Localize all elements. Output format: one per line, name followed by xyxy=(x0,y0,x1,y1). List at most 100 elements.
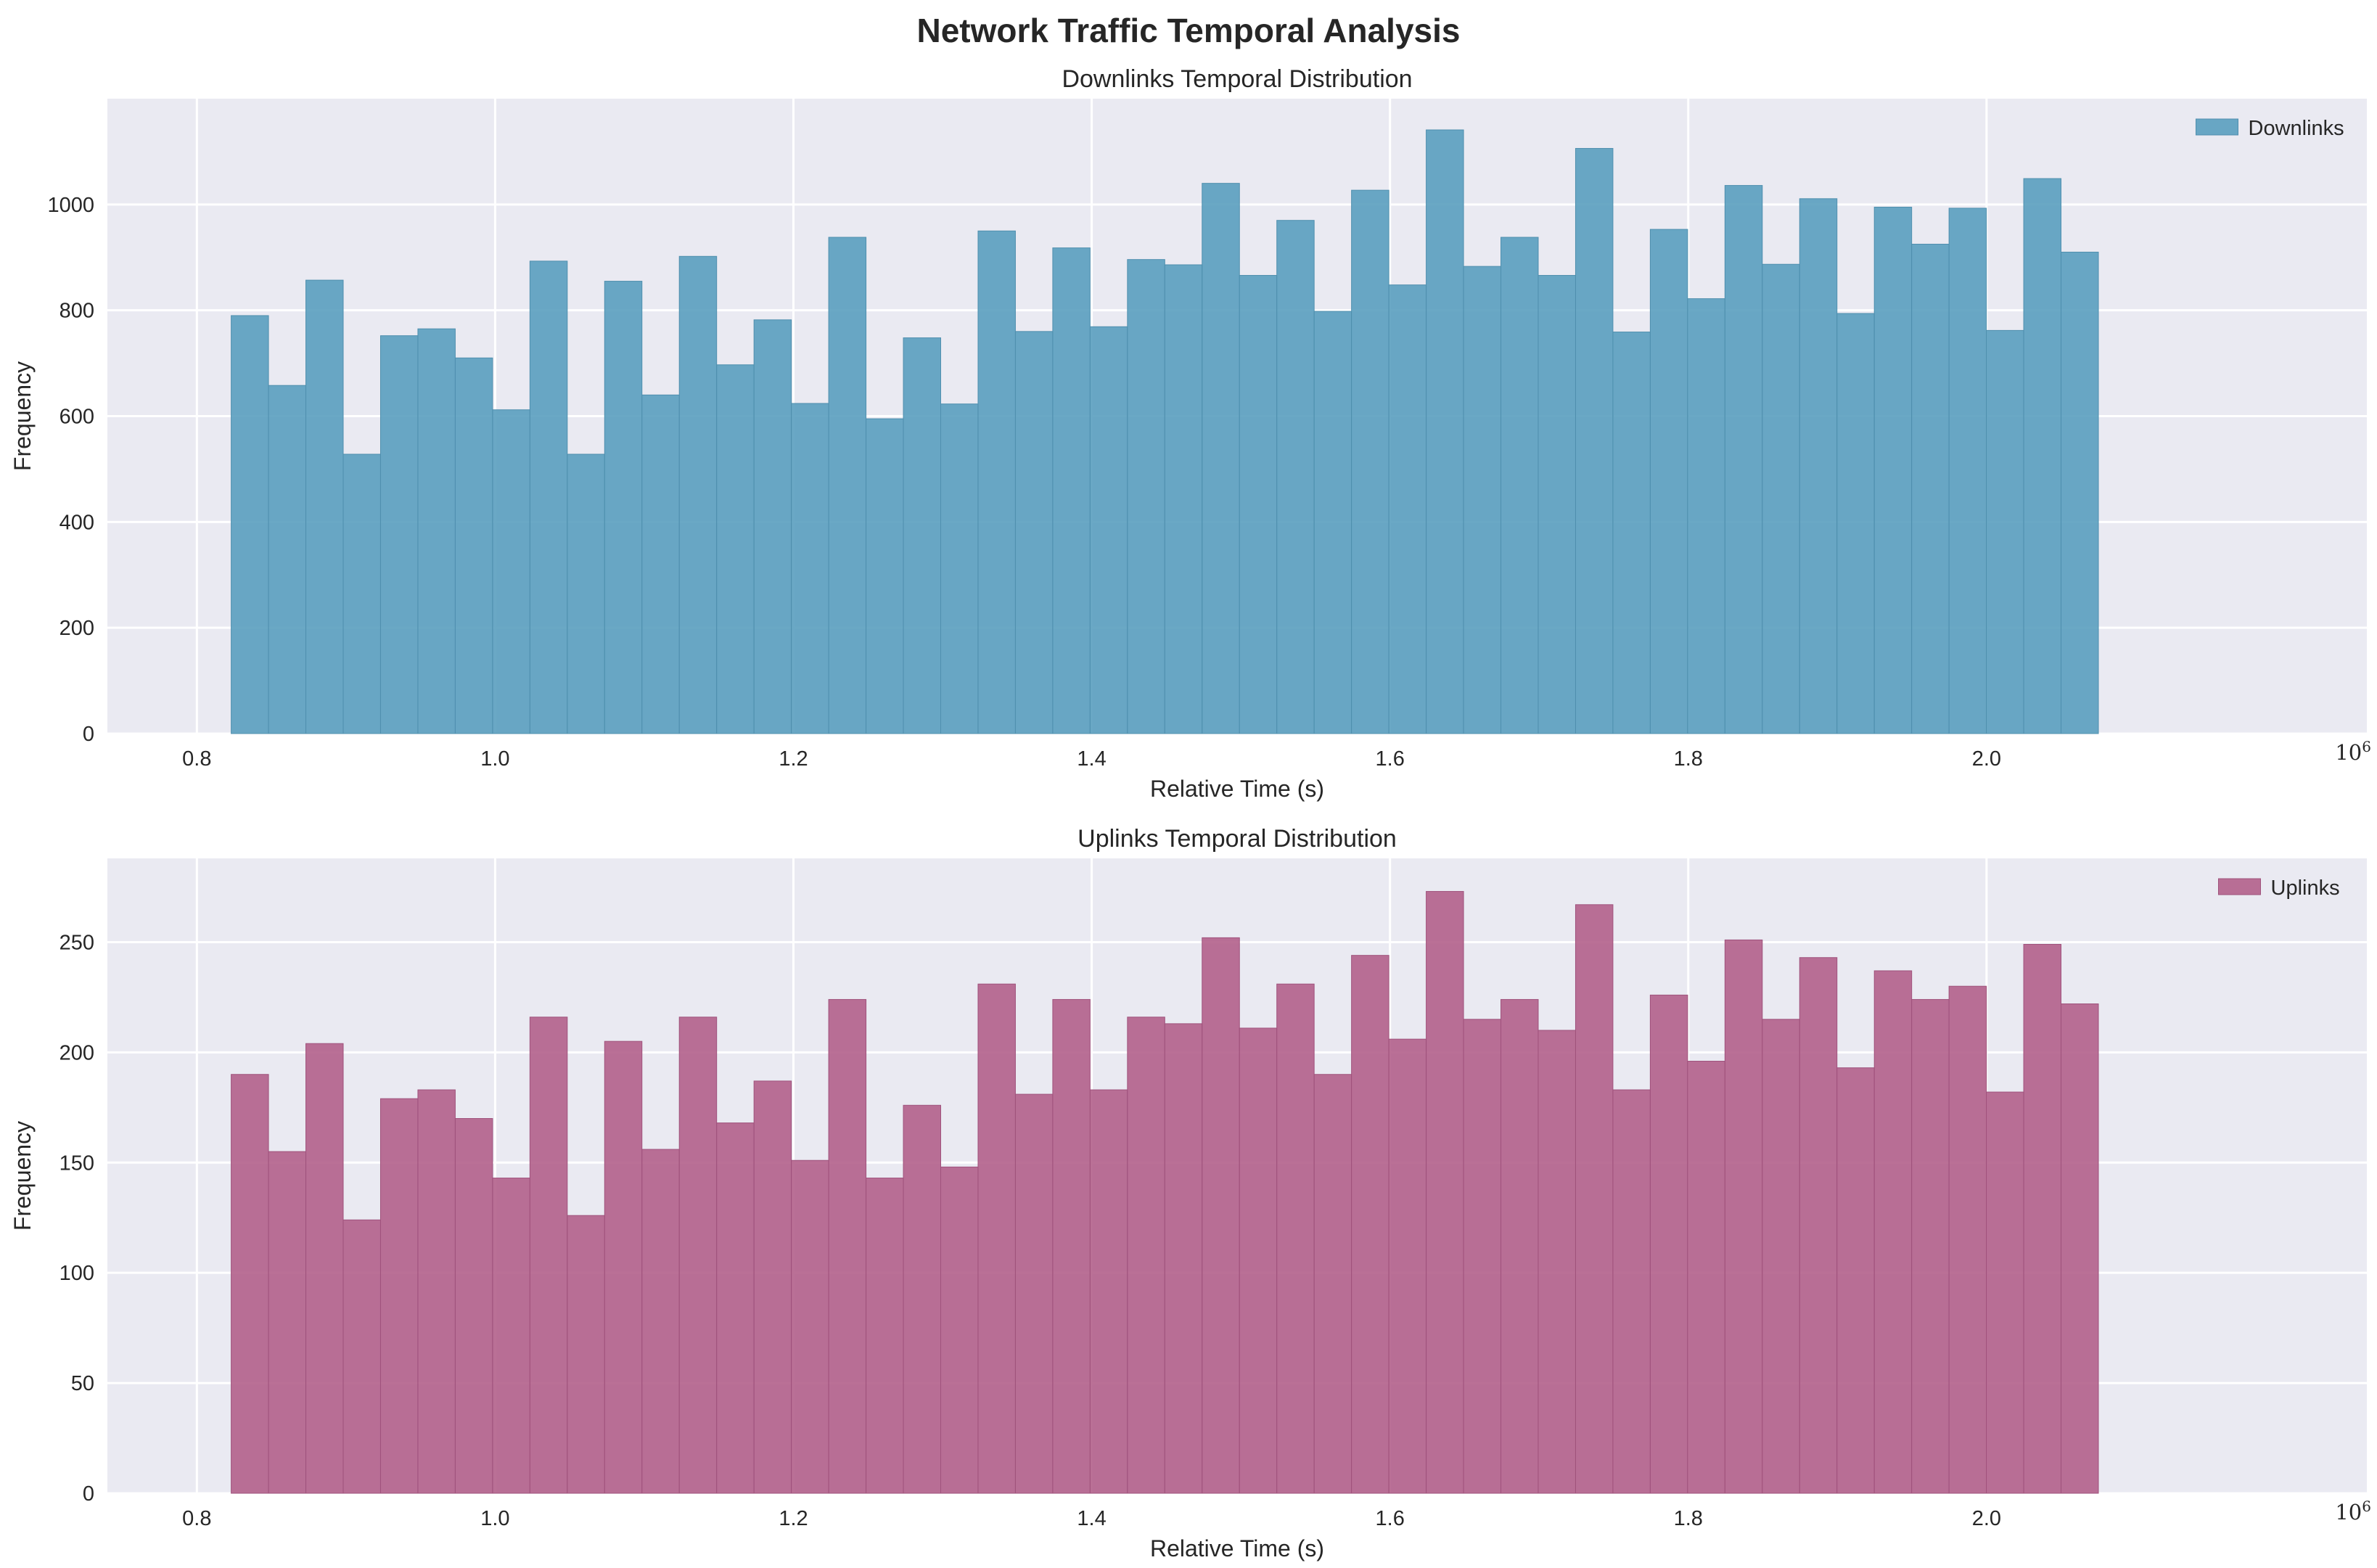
downlinks-x-tick-label: 1.6 xyxy=(1376,747,1405,771)
downlinks-bar xyxy=(604,281,643,734)
uplinks-legend: Uplinks xyxy=(2218,877,2340,900)
uplinks-bar xyxy=(1836,1067,1875,1494)
downlinks-bar xyxy=(492,409,530,734)
downlinks-bar xyxy=(1538,275,1576,734)
downlinks-bar xyxy=(1202,183,1240,734)
figure-title: Network Traffic Temporal Analysis xyxy=(916,12,1460,49)
downlinks-x-offset-label: 106 xyxy=(2335,738,2371,765)
uplinks-legend-label: Uplinks xyxy=(2271,877,2340,900)
uplinks-bar xyxy=(716,1122,755,1494)
downlinks-bar xyxy=(1724,185,1763,734)
downlinks-bar xyxy=(1313,311,1352,734)
uplinks-bar xyxy=(940,1166,979,1494)
uplinks-bar xyxy=(977,983,1016,1494)
downlinks-legend: Downlinks xyxy=(2196,117,2344,140)
uplinks-bar xyxy=(1612,1089,1651,1494)
uplinks-x-tick-label: 1.4 xyxy=(1077,1507,1106,1530)
uplinks-bar xyxy=(903,1104,942,1494)
uplinks-bar xyxy=(641,1149,680,1494)
downlinks-bar xyxy=(1948,208,1987,734)
downlinks-bar xyxy=(1986,329,2024,734)
uplinks-bar xyxy=(753,1080,792,1494)
uplinks-x-tick-label: 1.6 xyxy=(1376,1507,1405,1530)
uplinks-bar xyxy=(1164,1023,1203,1494)
uplinks-bar xyxy=(231,1074,269,1494)
downlinks-x-ticks: 0.8 1.0 1.2 1.4 1.6 1.8 2.0 xyxy=(182,747,2001,771)
uplinks-bar xyxy=(2061,1003,2099,1494)
uplinks-x-axis-label: Relative Time (s) xyxy=(1150,1535,1324,1561)
uplinks-bar xyxy=(1575,904,1614,1494)
uplinks-bar xyxy=(1463,1019,1502,1494)
uplinks-bar xyxy=(268,1151,307,1494)
downlinks-y-tick-label: 800 xyxy=(59,300,94,323)
uplinks-chart-title: Uplinks Temporal Distribution xyxy=(1077,825,1397,853)
uplinks-bar xyxy=(2023,943,2062,1494)
downlinks-bar xyxy=(305,279,344,734)
uplinks-x-tick-label: 0.8 xyxy=(182,1507,211,1530)
downlinks-bar xyxy=(1388,284,1427,734)
uplinks-y-tick-label: 0 xyxy=(83,1482,94,1506)
downlinks-x-axis-label: Relative Time (s) xyxy=(1150,776,1324,802)
uplinks-bars xyxy=(231,891,2099,1494)
uplinks-bar xyxy=(828,998,867,1494)
uplinks-bar xyxy=(1724,939,1763,1494)
downlinks-bar xyxy=(641,394,680,734)
downlinks-bar xyxy=(753,319,792,734)
downlinks-bar xyxy=(1239,275,1278,734)
uplinks-bar xyxy=(1351,955,1389,1494)
downlinks-bar xyxy=(1649,229,1688,734)
uplinks-x-tick-label: 1.2 xyxy=(779,1507,808,1530)
uplinks-y-tick-label: 50 xyxy=(71,1372,94,1395)
uplinks-bar xyxy=(1388,1038,1427,1494)
downlinks-bar xyxy=(417,328,456,734)
uplinks-bar xyxy=(1276,983,1315,1494)
uplinks-x-tick-label: 1.8 xyxy=(1674,1507,1703,1530)
uplinks-y-tick-label: 250 xyxy=(59,931,94,954)
downlinks-bar xyxy=(1762,263,1800,734)
uplinks-bar xyxy=(454,1118,493,1494)
uplinks-bar xyxy=(1649,994,1688,1494)
uplinks-x-offset-label: 106 xyxy=(2335,1498,2371,1524)
uplinks-bar xyxy=(1538,1030,1576,1494)
downlinks-bar xyxy=(977,230,1016,734)
downlinks-bar xyxy=(940,403,979,734)
downlinks-bar xyxy=(2061,251,2099,734)
downlinks-y-axis-label: Frequency xyxy=(9,361,36,471)
downlinks-y-ticks: 0 200 400 600 800 1000 xyxy=(47,194,94,746)
uplinks-x-ticks: 0.8 1.0 1.2 1.4 1.6 1.8 2.0 xyxy=(182,1507,2001,1530)
uplinks-bar xyxy=(379,1098,419,1494)
downlinks-y-tick-label: 600 xyxy=(59,406,94,429)
uplinks-bar xyxy=(1873,970,1913,1494)
downlinks-bar xyxy=(454,357,493,734)
uplinks-bar xyxy=(1313,1074,1352,1494)
downlinks-bar xyxy=(1612,332,1651,734)
uplinks-bar xyxy=(567,1215,605,1494)
downlinks-bar xyxy=(1127,259,1165,734)
downlinks-bar xyxy=(1426,129,1464,734)
downlinks-bar xyxy=(1089,326,1128,734)
downlinks-y-tick-label: 0 xyxy=(83,723,94,746)
downlinks-bar xyxy=(379,335,419,734)
uplinks-bar xyxy=(1089,1089,1128,1494)
downlinks-legend-label: Downlinks xyxy=(2249,117,2344,140)
uplinks-bar xyxy=(1052,998,1091,1494)
uplinks-legend-swatch xyxy=(2218,878,2261,895)
uplinks-y-tick-label: 150 xyxy=(59,1152,94,1175)
uplinks-bar xyxy=(1948,985,1987,1494)
uplinks-bar xyxy=(492,1178,530,1494)
downlinks-bar xyxy=(567,453,605,734)
downlinks-bar xyxy=(342,453,381,734)
downlinks-bar xyxy=(1687,298,1725,734)
downlinks-bar xyxy=(1911,244,1950,734)
downlinks-bar xyxy=(231,315,269,734)
uplinks-bar xyxy=(604,1040,643,1494)
downlinks-bar xyxy=(1164,264,1203,734)
downlinks-x-tick-label: 1.4 xyxy=(1077,747,1106,771)
uplinks-bar xyxy=(866,1178,904,1494)
downlinks-bar xyxy=(1276,220,1315,734)
uplinks-y-axis-label: Frequency xyxy=(9,1121,36,1231)
uplinks-bar xyxy=(342,1219,381,1494)
uplinks-bar xyxy=(305,1043,344,1494)
downlinks-x-tick-label: 0.8 xyxy=(182,747,211,771)
